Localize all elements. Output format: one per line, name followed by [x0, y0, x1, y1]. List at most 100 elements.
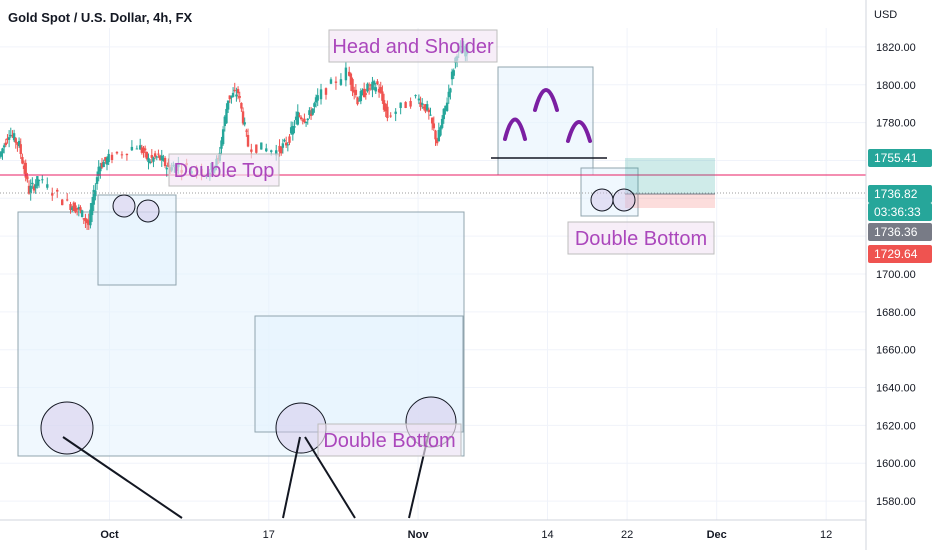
candle-body — [344, 67, 348, 81]
candle-body — [155, 156, 158, 158]
candle-body — [235, 94, 238, 97]
candle-body — [90, 202, 94, 216]
candle-body — [357, 100, 361, 102]
candle-body — [422, 106, 426, 109]
y-tick-label: 1800.00 — [876, 80, 916, 92]
y-tick-label: 1640.00 — [876, 383, 916, 395]
candle-body — [148, 161, 152, 164]
candle-body — [437, 130, 441, 142]
candle-body — [34, 184, 37, 189]
annotation-head-and-shoulder: Head and Sholder — [332, 36, 494, 58]
candle-body — [0, 151, 3, 157]
candle-body — [102, 162, 105, 168]
candle-body — [24, 162, 27, 178]
candle-body — [165, 167, 168, 170]
candle-body — [372, 81, 376, 85]
candle-body — [348, 71, 351, 76]
price-tag-box — [868, 149, 932, 167]
y-tick-label: 1820.00 — [876, 42, 916, 54]
y-tick-label: 1620.00 — [876, 420, 916, 432]
candle-body — [386, 106, 389, 119]
candle-body — [46, 184, 49, 188]
candle-body — [299, 117, 303, 120]
candle-body — [366, 83, 369, 92]
candle-body — [75, 208, 79, 210]
candle-body — [87, 220, 90, 225]
candle-body — [221, 129, 225, 145]
candle-body — [427, 109, 431, 113]
candle-body — [434, 130, 437, 140]
candle-body — [278, 145, 281, 152]
candle-body — [250, 149, 253, 152]
candle-body — [339, 79, 343, 85]
candle-body — [452, 70, 455, 76]
currency-label: USD — [874, 9, 898, 21]
candle-body — [376, 81, 379, 84]
price-tag-label: 1755.41 — [874, 151, 918, 165]
candle-body — [430, 117, 434, 124]
candle-body — [432, 123, 436, 129]
candle-body — [120, 154, 124, 156]
y-tick-label: 1700.00 — [876, 269, 916, 281]
candle-body — [379, 87, 382, 93]
candle-body — [364, 93, 368, 95]
x-tick-label: Nov — [408, 529, 430, 541]
candle-body — [424, 104, 427, 112]
candle-body — [79, 207, 82, 211]
candle-body — [225, 108, 228, 124]
candle-body — [241, 111, 245, 124]
candle-body — [294, 116, 298, 121]
small-bottom-circle-right — [612, 188, 636, 212]
candle-body — [74, 205, 77, 213]
price-tag-label: 1729.64 — [874, 247, 918, 261]
candle-body — [19, 144, 22, 155]
candle-body — [130, 146, 134, 151]
double-top-circle-left — [112, 194, 136, 218]
callout-line-1 — [62, 436, 183, 519]
candle-body — [449, 88, 452, 93]
price-tag-box — [868, 203, 932, 221]
candle-body — [306, 118, 309, 121]
candle-body — [37, 180, 41, 182]
x-tick-label: Oct — [100, 529, 119, 541]
candle-body — [280, 147, 283, 154]
candle-body — [150, 155, 153, 158]
candle-body — [157, 153, 160, 155]
candle-body — [245, 130, 248, 132]
price-tag-box — [868, 185, 932, 203]
candle-body — [377, 88, 381, 93]
stop-zone — [625, 194, 715, 208]
candle-body — [311, 108, 314, 115]
candle-body — [265, 148, 268, 152]
candle-body — [22, 165, 26, 170]
price-tag-label: 1736.82 — [874, 187, 918, 201]
candle-body — [450, 71, 454, 80]
candle-body — [115, 151, 119, 154]
candle-body — [329, 79, 333, 84]
candle-body — [21, 157, 24, 164]
candle-body — [70, 207, 74, 210]
candle-body — [381, 91, 384, 101]
candle-body — [240, 102, 243, 109]
candle-body — [384, 103, 387, 112]
candle-body — [421, 103, 424, 105]
candle-body — [41, 179, 44, 181]
candle-body — [293, 126, 296, 128]
candle-body — [374, 87, 377, 92]
candle-body — [369, 84, 372, 86]
candle-body — [27, 185, 31, 194]
candle-body — [140, 147, 144, 153]
head-arc — [533, 88, 559, 112]
candle-body — [389, 115, 392, 117]
candle-body — [435, 139, 439, 144]
candle-body — [72, 202, 76, 211]
candle-body — [31, 182, 34, 184]
annotation-double-bottom-right-box — [567, 221, 715, 255]
candle-body — [92, 189, 95, 205]
candle-body — [135, 148, 139, 150]
candle-body — [439, 127, 442, 136]
candle-body — [236, 89, 240, 94]
candle-body — [163, 157, 167, 167]
